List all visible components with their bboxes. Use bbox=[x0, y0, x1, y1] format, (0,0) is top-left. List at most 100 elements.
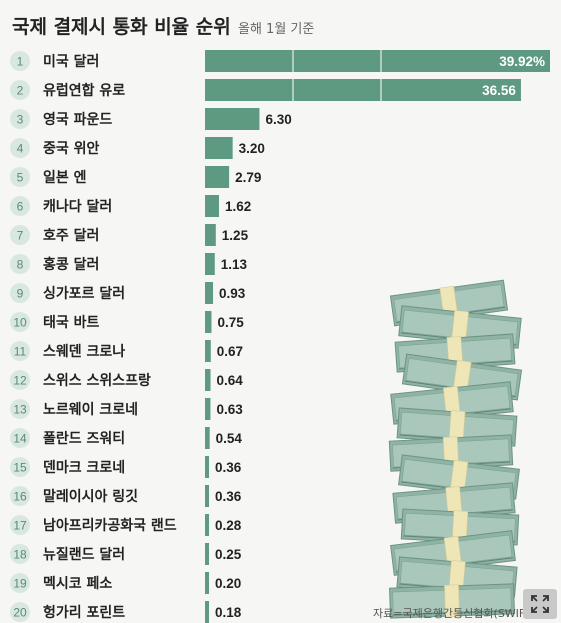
rank-number: 18 bbox=[13, 548, 27, 562]
rank-number: 8 bbox=[17, 258, 24, 272]
rank-badge bbox=[10, 428, 30, 448]
rank-number: 1 bbox=[17, 55, 24, 69]
rank-number: 17 bbox=[13, 519, 27, 533]
category-label: 홍콩 달러 bbox=[43, 256, 99, 273]
value-label: 0.36 bbox=[215, 489, 242, 504]
rank-number: 11 bbox=[14, 345, 27, 359]
rank-badge bbox=[10, 370, 30, 390]
value-label: 0.28 bbox=[215, 518, 242, 533]
rank-number: 4 bbox=[17, 142, 24, 156]
chart-title: 국제 결제시 통화 비율 순위 bbox=[12, 16, 231, 38]
rank-number: 13 bbox=[13, 403, 27, 417]
rank-number: 6 bbox=[17, 200, 24, 214]
category-label: 남아프리카공화국 랜드 bbox=[43, 517, 177, 534]
rank-badge bbox=[10, 602, 30, 622]
bar bbox=[205, 253, 215, 275]
bar bbox=[205, 601, 209, 623]
rank-badge bbox=[10, 341, 30, 361]
value-label: 0.93 bbox=[219, 286, 246, 301]
value-label: 3.20 bbox=[239, 141, 265, 156]
rank-badge bbox=[10, 312, 30, 332]
bar bbox=[205, 369, 211, 391]
value-label: 1.13 bbox=[221, 257, 248, 272]
bar bbox=[205, 166, 230, 188]
rank-number: 10 bbox=[13, 316, 27, 330]
rank-badge bbox=[10, 399, 30, 419]
category-label: 멕시코 페소 bbox=[43, 575, 112, 592]
category-label: 유럽연합 유로 bbox=[43, 82, 125, 99]
value-label: 39.92% bbox=[499, 54, 545, 69]
rank-badge bbox=[10, 196, 30, 216]
category-label: 일본 엔 bbox=[43, 169, 87, 186]
value-label: 6.30 bbox=[265, 112, 291, 127]
category-label: 영국 파운드 bbox=[43, 111, 112, 128]
money-stack-illustration bbox=[388, 279, 523, 619]
source-note: 자료=국제은행간통신협회(SWIFT) bbox=[373, 607, 536, 620]
rank-number: 2 bbox=[17, 84, 24, 98]
rank-badge bbox=[10, 167, 30, 187]
rank-badge bbox=[10, 80, 30, 100]
bar bbox=[205, 543, 209, 565]
category-label: 캐나다 달러 bbox=[43, 199, 112, 215]
banknote-bundle bbox=[388, 583, 516, 619]
bar bbox=[205, 108, 260, 130]
value-label: 0.36 bbox=[215, 460, 242, 475]
category-label: 폴란드 즈워티 bbox=[43, 430, 125, 447]
rank-number: 5 bbox=[17, 171, 24, 185]
category-label: 말레이시아 링깃 bbox=[43, 488, 138, 505]
category-label: 스위스 스위스프랑 bbox=[43, 373, 151, 389]
category-label: 싱가포르 달러 bbox=[43, 286, 125, 302]
value-label: 2.79 bbox=[235, 170, 261, 185]
bar bbox=[205, 340, 211, 362]
bar bbox=[205, 398, 211, 420]
bar bbox=[205, 137, 233, 159]
category-label: 호주 달러 bbox=[43, 228, 99, 244]
bar bbox=[205, 456, 209, 478]
category-label: 중국 위안 bbox=[43, 140, 100, 157]
value-label: 0.67 bbox=[217, 344, 243, 359]
value-label: 1.62 bbox=[225, 199, 251, 214]
rank-badge bbox=[10, 225, 30, 245]
expand-icon bbox=[531, 595, 549, 613]
rank-badge bbox=[10, 486, 30, 506]
rank-badge bbox=[10, 51, 30, 71]
value-label: 1.25 bbox=[222, 228, 249, 243]
category-label: 노르웨이 크로네 bbox=[43, 401, 138, 418]
rank-number: 20 bbox=[13, 606, 27, 620]
bar bbox=[205, 195, 220, 217]
category-label: 헝가리 포린트 bbox=[43, 604, 125, 621]
category-label: 미국 달러 bbox=[43, 54, 99, 70]
value-label: 0.63 bbox=[216, 402, 243, 417]
bar bbox=[205, 282, 214, 304]
bar bbox=[205, 514, 209, 536]
value-label: 0.75 bbox=[217, 315, 244, 330]
chart-subtitle: 올해 1월 기준 bbox=[238, 22, 314, 37]
value-label: 0.54 bbox=[216, 431, 243, 446]
value-label: 0.18 bbox=[215, 605, 242, 620]
rank-badge bbox=[10, 109, 30, 129]
bar bbox=[205, 50, 550, 72]
bar bbox=[205, 427, 210, 449]
bar bbox=[205, 79, 521, 101]
category-label: 스웨덴 크로나 bbox=[43, 344, 125, 360]
rank-badge bbox=[10, 515, 30, 535]
rank-number: 15 bbox=[13, 461, 27, 475]
bar bbox=[205, 485, 209, 507]
value-label: 0.20 bbox=[215, 576, 241, 591]
rank-badge bbox=[10, 544, 30, 564]
rank-number: 16 bbox=[13, 490, 27, 504]
category-label: 뉴질랜드 달러 bbox=[43, 546, 125, 563]
rank-badge bbox=[10, 283, 30, 303]
rank-number: 12 bbox=[13, 374, 27, 388]
rank-number: 9 bbox=[17, 287, 24, 301]
rank-number: 3 bbox=[17, 113, 24, 127]
rank-number: 19 bbox=[13, 577, 27, 591]
bar bbox=[205, 224, 216, 246]
rank-number: 7 bbox=[17, 229, 24, 243]
value-label: 36.56 bbox=[482, 83, 516, 98]
bar bbox=[205, 311, 212, 333]
expand-button[interactable] bbox=[523, 589, 557, 619]
category-label: 태국 바트 bbox=[43, 315, 100, 331]
category-label: 덴마크 크로네 bbox=[43, 460, 125, 476]
